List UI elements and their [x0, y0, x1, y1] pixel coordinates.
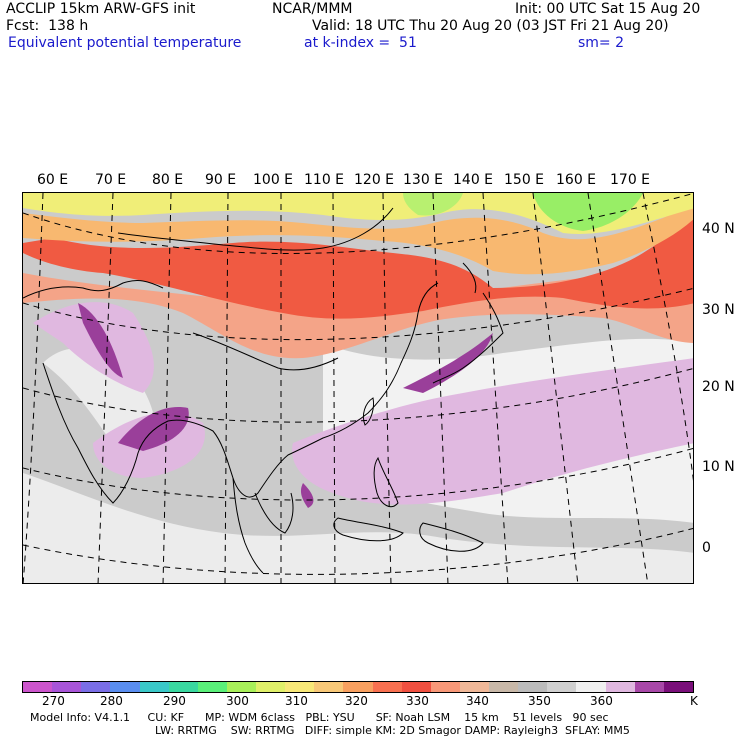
colorbar-segment [518, 682, 548, 692]
lat-label: 0 [702, 540, 711, 556]
model-info-line2: LW: RRTMG SW: RRTMG DIFF: simple KM: 2D … [155, 724, 630, 737]
init-time: Init: 00 UTC Sat 15 Aug 20 [515, 1, 701, 17]
lon-label: 130 E [403, 172, 444, 188]
colorbar-tick-label: 350 [528, 694, 551, 708]
colorbar-segment [139, 682, 169, 692]
colorbar-segment [459, 682, 489, 692]
lon-label: 110 E [304, 172, 345, 188]
lon-label: 170 E [610, 172, 651, 188]
color-scale-bar [22, 681, 694, 693]
colorbar-segment [168, 682, 198, 692]
org-label: NCAR/MMM [272, 1, 353, 17]
colorbar-segment [110, 682, 140, 692]
field-310k [23, 193, 693, 234]
field-370k [78, 303, 493, 508]
lat-label: 30 N [702, 302, 735, 318]
colorbar-segment [81, 682, 111, 692]
level-label: at k-index = 51 [304, 35, 417, 51]
colorbar-segment [256, 682, 286, 692]
colorbar-tick-label: 360 [590, 694, 613, 708]
colorbar-segment [343, 682, 373, 692]
lon-label: 120 E [354, 172, 395, 188]
lon-label: 90 E [205, 172, 237, 188]
colorbar-segment [663, 682, 693, 692]
colorbar-tick-label: 300 [226, 694, 249, 708]
model-info-line1: Model Info: V4.1.1 CU: KF MP: WDM 6class… [30, 711, 609, 724]
colorbar-tick-label: 340 [466, 694, 489, 708]
colorbar-segment [197, 682, 227, 692]
colorbar-tick-label: 290 [163, 694, 186, 708]
colorbar-segment [576, 682, 606, 692]
lon-label: 60 E [37, 172, 69, 188]
colorbar-unit: K [690, 694, 698, 708]
colorbar-tick-label: 280 [100, 694, 123, 708]
lon-label: 80 E [152, 172, 184, 188]
lat-label: 40 N [702, 221, 735, 237]
forecast-hour: Fcst: 138 h [6, 18, 89, 34]
model-title: ACCLIP 15km ARW-GFS init [6, 1, 196, 17]
lon-label: 100 E [253, 172, 294, 188]
field-330k [23, 214, 693, 319]
lon-label: 160 E [556, 172, 597, 188]
colorbar-segment [52, 682, 82, 692]
coastlines [23, 207, 504, 574]
colorbar-segment [401, 682, 431, 692]
colorbar-tick-label: 270 [42, 694, 65, 708]
colorbar-segment [23, 682, 53, 692]
colorbar-segment [314, 682, 344, 692]
colorbar-segment [547, 682, 577, 692]
colorbar-segment [372, 682, 402, 692]
map-canvas [23, 193, 693, 583]
colorbar-segment [605, 682, 635, 692]
graticule [23, 193, 693, 583]
colorbar-tick-label: 330 [406, 694, 429, 708]
colorbar-segment [430, 682, 460, 692]
lon-label: 70 E [95, 172, 127, 188]
colorbar-segment [489, 682, 519, 692]
field-300k [533, 193, 643, 231]
field-340k [23, 254, 693, 359]
colorbar-tick-label: 320 [345, 694, 368, 708]
field-name: Equivalent potential temperature [8, 35, 242, 51]
field-320k [23, 203, 693, 275]
lon-label: 150 E [504, 172, 545, 188]
lat-label: 10 N [702, 459, 735, 475]
colorbar-segment [634, 682, 664, 692]
colorbar-tick-label: 310 [285, 694, 308, 708]
colorbar-segment [226, 682, 256, 692]
lon-label: 140 E [453, 172, 494, 188]
lat-label: 20 N [702, 379, 735, 395]
valid-time: Valid: 18 UTC Thu 20 Aug 20 (03 JST Fri … [312, 18, 669, 34]
theta-e-map [22, 192, 694, 584]
smoothing-label: sm= 2 [578, 35, 625, 51]
colorbar-segment [285, 682, 315, 692]
